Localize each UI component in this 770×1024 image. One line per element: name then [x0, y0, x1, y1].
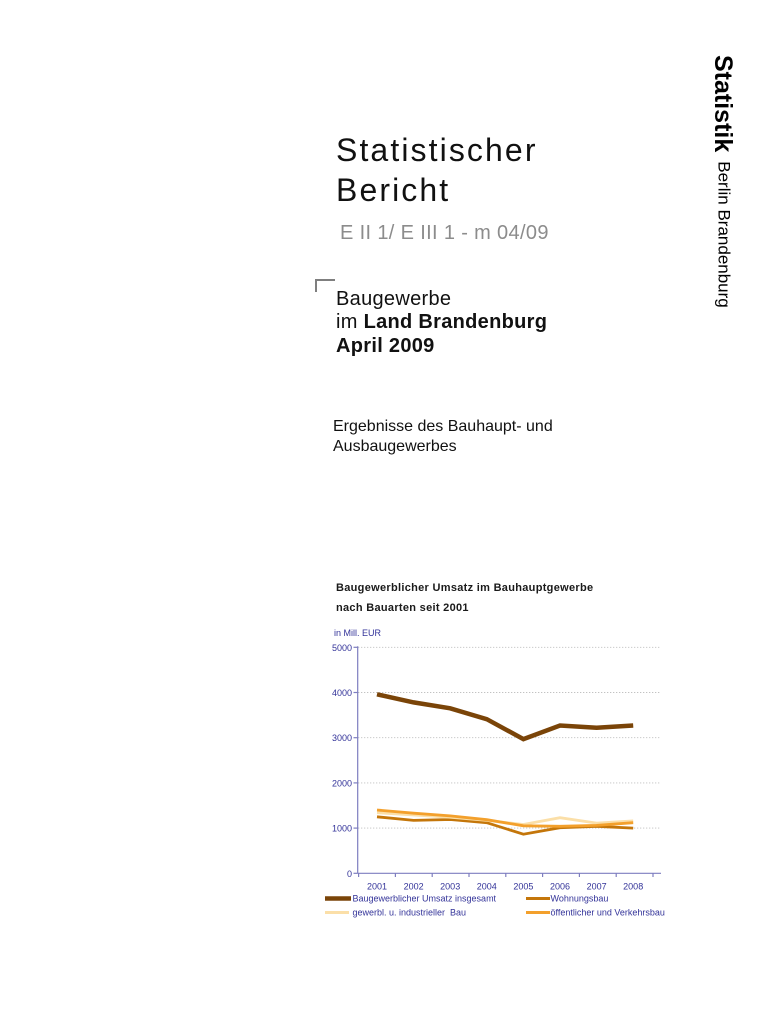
svg-text:gewerbl. u. industrieller Bau: gewerbl. u. industrieller Bau — [353, 908, 467, 918]
svg-text:2001: 2001 — [367, 882, 387, 892]
svg-text:2003: 2003 — [440, 882, 460, 892]
svg-text:in Mill. EUR: in Mill. EUR — [334, 628, 382, 638]
svg-text:2000: 2000 — [332, 778, 352, 788]
svg-text:2002: 2002 — [404, 882, 424, 892]
svg-text:2005: 2005 — [513, 882, 533, 892]
svg-text:4000: 4000 — [332, 688, 352, 698]
svg-text:öffentlicher und Verkehrsbau: öffentlicher und Verkehrsbau — [551, 908, 665, 918]
svg-text:5000: 5000 — [332, 643, 352, 653]
svg-text:2004: 2004 — [477, 882, 497, 892]
svg-text:2006: 2006 — [550, 882, 570, 892]
svg-text:0: 0 — [347, 869, 352, 879]
svg-text:Wohnungsbau: Wohnungsbau — [551, 894, 609, 904]
svg-text:1000: 1000 — [332, 824, 352, 834]
svg-text:2007: 2007 — [587, 882, 607, 892]
svg-text:2008: 2008 — [623, 882, 643, 892]
svg-text:3000: 3000 — [332, 733, 352, 743]
svg-text:Baugewerblicher Umsatz insgesa: Baugewerblicher Umsatz insgesamt — [353, 894, 497, 904]
